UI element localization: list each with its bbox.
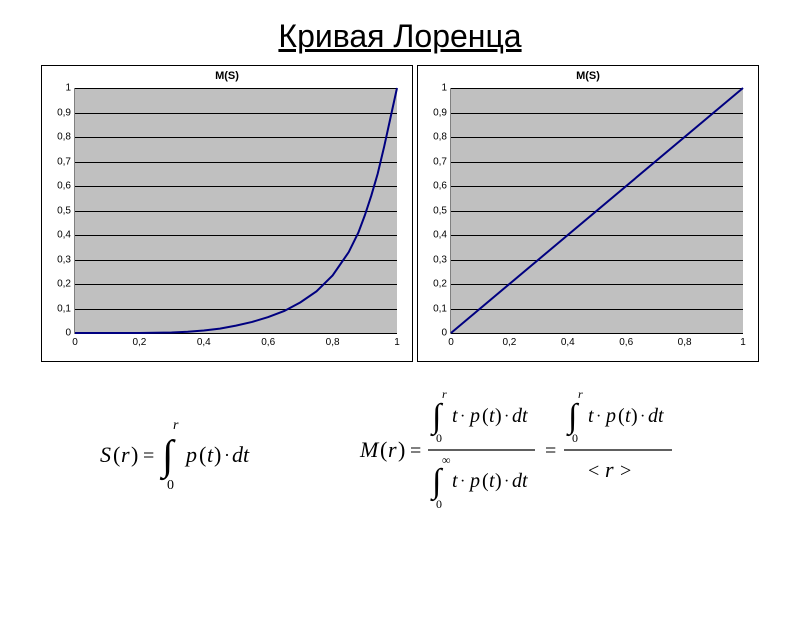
svg-text:S: S bbox=[100, 442, 111, 467]
svg-text:·: · bbox=[640, 408, 645, 425]
svg-text:(: ( bbox=[482, 470, 489, 492]
left-chart-title: M(S) bbox=[42, 66, 412, 82]
svg-text:=: = bbox=[545, 440, 556, 462]
right-chart: M(S) 00,10,20,30,40,50,60,70,80,9100,20,… bbox=[417, 65, 759, 362]
svg-text:·: · bbox=[460, 473, 465, 490]
x-tick-label: 0,8 bbox=[326, 337, 340, 348]
svg-text:): ) bbox=[131, 442, 138, 467]
svg-text:): ) bbox=[631, 405, 638, 427]
svg-text:·: · bbox=[224, 445, 230, 465]
y-tick-label: 0,5 bbox=[57, 205, 71, 216]
svg-text:t: t bbox=[207, 442, 214, 467]
svg-text:(: ( bbox=[380, 437, 387, 462]
svg-text:p: p bbox=[468, 405, 480, 427]
svg-text:(: ( bbox=[482, 405, 489, 427]
svg-text:r: r bbox=[121, 442, 130, 467]
svg-text:): ) bbox=[214, 442, 221, 467]
formulas-row: S ( r ) = ∫ r 0 p ( t ) · dt M ( r ) = ∫… bbox=[0, 382, 800, 528]
svg-text:r: r bbox=[173, 418, 179, 433]
formula-s-r: S ( r ) = ∫ r 0 p ( t ) · dt bbox=[100, 407, 280, 503]
svg-text:(: ( bbox=[199, 442, 206, 467]
x-tick-label: 0 bbox=[448, 337, 454, 348]
svg-text:dt: dt bbox=[512, 470, 528, 492]
svg-text:·: · bbox=[460, 408, 465, 425]
y-tick-label: 0 bbox=[441, 328, 447, 339]
y-tick-label: 0,2 bbox=[433, 279, 447, 290]
svg-text:dt: dt bbox=[648, 405, 664, 427]
series-line bbox=[451, 88, 743, 333]
svg-text:p: p bbox=[604, 405, 616, 427]
page-title: Кривая Лоренца bbox=[0, 18, 800, 55]
svg-text:r: r bbox=[442, 387, 447, 401]
svg-text:>: > bbox=[620, 460, 631, 482]
y-tick-label: 0,9 bbox=[433, 107, 447, 118]
svg-text:M: M bbox=[359, 437, 380, 462]
x-tick-label: 0,2 bbox=[132, 337, 146, 348]
svg-text:(: ( bbox=[113, 442, 120, 467]
right-plot-area: 00,10,20,30,40,50,60,70,80,9100,20,40,60… bbox=[450, 88, 743, 334]
y-tick-label: 1 bbox=[65, 83, 71, 94]
svg-text:0: 0 bbox=[167, 478, 174, 493]
svg-text:): ) bbox=[398, 437, 405, 462]
svg-text:dt: dt bbox=[512, 405, 528, 427]
y-tick-label: 1 bbox=[441, 83, 447, 94]
x-tick-label: 0 bbox=[72, 337, 78, 348]
svg-text:∫: ∫ bbox=[159, 433, 176, 481]
formula-m-r: M ( r ) = ∫ r 0 t · p ( t ) · dt ∫ ∞ 0 t… bbox=[360, 382, 720, 528]
right-chart-title: M(S) bbox=[418, 66, 758, 82]
y-tick-label: 0,8 bbox=[433, 132, 447, 143]
y-tick-label: 0,4 bbox=[57, 230, 71, 241]
y-tick-label: 0,5 bbox=[433, 205, 447, 216]
gridline bbox=[451, 333, 743, 334]
x-tick-label: 0,4 bbox=[197, 337, 211, 348]
svg-text:·: · bbox=[504, 473, 509, 490]
y-tick-label: 0,9 bbox=[57, 107, 71, 118]
left-plot-area: 00,10,20,30,40,50,60,70,80,9100,20,40,60… bbox=[74, 88, 397, 334]
x-tick-label: 0,8 bbox=[678, 337, 692, 348]
svg-text:r: r bbox=[578, 387, 583, 401]
y-tick-label: 0,7 bbox=[433, 156, 447, 167]
svg-text:∞: ∞ bbox=[442, 453, 451, 467]
svg-text:0: 0 bbox=[436, 431, 442, 445]
y-tick-label: 0 bbox=[65, 328, 71, 339]
svg-text:r: r bbox=[388, 437, 397, 462]
series-line bbox=[75, 88, 397, 333]
charts-row: M(S) 00,10,20,30,40,50,60,70,80,9100,20,… bbox=[0, 65, 800, 362]
svg-text:t: t bbox=[452, 470, 458, 492]
x-tick-label: 0,4 bbox=[561, 337, 575, 348]
y-tick-label: 0,1 bbox=[433, 303, 447, 314]
y-tick-label: 0,2 bbox=[57, 279, 71, 290]
svg-text:dt: dt bbox=[232, 442, 250, 467]
x-tick-label: 0,6 bbox=[619, 337, 633, 348]
svg-text:<: < bbox=[588, 460, 599, 482]
svg-text:(: ( bbox=[618, 405, 625, 427]
svg-text:): ) bbox=[495, 405, 502, 427]
y-tick-label: 0,6 bbox=[433, 181, 447, 192]
y-tick-label: 0,7 bbox=[57, 156, 71, 167]
svg-text:t: t bbox=[452, 405, 458, 427]
y-tick-label: 0,3 bbox=[433, 254, 447, 265]
y-tick-label: 0,6 bbox=[57, 181, 71, 192]
y-tick-label: 0,3 bbox=[57, 254, 71, 265]
svg-text:0: 0 bbox=[572, 431, 578, 445]
svg-text:t: t bbox=[588, 405, 594, 427]
svg-text:·: · bbox=[504, 408, 509, 425]
x-tick-label: 1 bbox=[740, 337, 746, 348]
svg-text:r: r bbox=[605, 457, 614, 482]
y-tick-label: 0,1 bbox=[57, 303, 71, 314]
svg-text:p: p bbox=[184, 442, 197, 467]
left-chart: M(S) 00,10,20,30,40,50,60,70,80,9100,20,… bbox=[41, 65, 413, 362]
svg-text:=: = bbox=[143, 445, 154, 467]
svg-text:=: = bbox=[410, 440, 421, 462]
x-tick-label: 0,6 bbox=[261, 337, 275, 348]
svg-text:·: · bbox=[596, 408, 601, 425]
svg-text:): ) bbox=[495, 470, 502, 492]
x-tick-label: 1 bbox=[394, 337, 400, 348]
x-tick-label: 0,2 bbox=[502, 337, 516, 348]
y-tick-label: 0,4 bbox=[433, 230, 447, 241]
svg-text:p: p bbox=[468, 470, 480, 492]
svg-text:0: 0 bbox=[436, 497, 442, 511]
y-tick-label: 0,8 bbox=[57, 132, 71, 143]
